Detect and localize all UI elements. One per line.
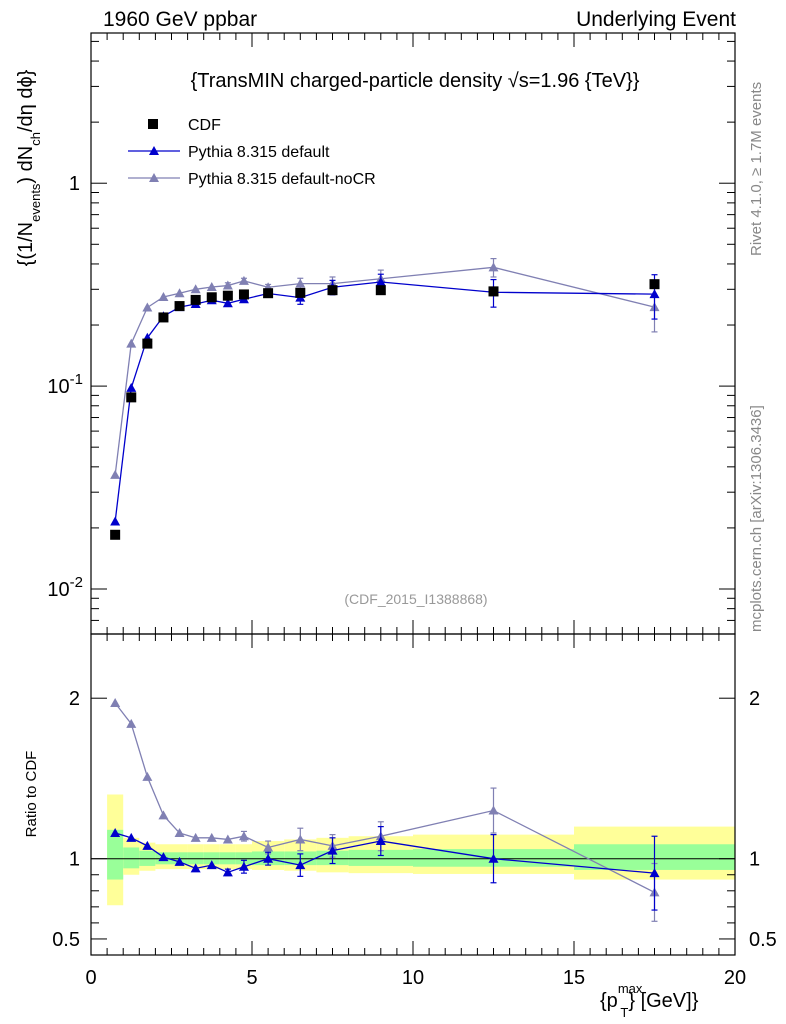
main-series-1-point [375,276,386,286]
ratio-y-tick-label: 0.5 [52,929,80,951]
x-tick-label: 0 [85,967,96,989]
main-series-0-point [142,338,153,349]
ratio-panel [91,698,735,922]
ratio-series-0-point [295,860,306,870]
main-series-2-point [190,284,201,294]
ratio-y-tick-label: 1 [69,849,80,871]
ratio-series-0-point [206,860,217,870]
ratio-series-0-point [488,853,499,863]
ratio-series-1-point [110,698,121,708]
ratio-y-axis-label: Ratio to CDF [23,751,40,838]
ratio-series-0-point [158,852,169,862]
panel-frames: 0 5 10 15 20 10-2 10-1 1 0.5 0.5 1 1 2 2 {TransMIN cha… [15,32,777,1020]
ratio-series-1-point [190,832,201,842]
main-series-0-point [222,290,233,301]
analysis-label: (CDF_2015_I1388868) [344,591,487,607]
main-series-0-point [295,287,306,298]
rivet-label: Rivet 4.1.0, ≥ 1.7M events [748,81,765,256]
legend-label-2: Pythia 8.315 default-noCR [188,171,376,188]
ratio-band-inner [123,847,140,869]
main-series-0-point [206,292,217,303]
main-series-0-point [174,301,185,312]
main-series-2-point [142,302,153,312]
legend-marker-1 [149,146,159,155]
ratio-series-1-point [295,834,306,844]
x-tick-label: 20 [724,967,746,989]
main-series-1-point [126,382,137,392]
y-tick-label: 10-1 [47,371,83,398]
main-series-2-point [158,291,169,301]
ratio-series-0-point [649,868,660,878]
main-series-1-point [110,516,121,526]
ratio-y-tick-label-right: 0.5 [749,929,777,951]
main-series-2-point [110,469,121,479]
main-series-2-point [206,281,217,291]
main-series-0-point [488,286,499,297]
header-right: Underlying Event [576,8,736,31]
header-left: 1960 GeV ppbar [103,8,258,31]
ratio-series-1-point [488,805,499,815]
main-series-2-point [126,338,137,348]
ratio-series-1-point [238,831,249,841]
ratio-series-1-point [142,771,153,781]
ratio-series-1-point [126,718,137,728]
x-axis-label: {pmax T} [GeV]} [600,981,699,1020]
legend-marker-2 [149,173,159,182]
ratio-series-0-point [110,828,121,838]
ratio-series-0-point [142,840,153,850]
main-panel [110,258,660,540]
ratio-frame [90,633,736,956]
ratio-series-1-point [174,828,185,838]
ratio-series-1-point [222,834,233,844]
ratio-series-0-point [375,836,386,846]
main-series-0-point [126,392,137,403]
main-series-1-point [649,289,660,299]
main-series-2-point [295,278,306,288]
legend-label-1: Pythia 8.315 default [188,144,330,161]
ratio-series-0-point [263,853,274,863]
ratio-series-0-point [222,867,233,877]
main-series-0-point [238,289,249,300]
ratio-series-0-point [327,845,338,855]
ratio-band-inner [107,829,124,880]
main-series-0-point [110,529,121,540]
main-series-0-point [649,279,660,290]
main-series-1-line [114,281,655,522]
ratio-y-tick-label-right: 2 [749,688,760,710]
ratio-series-1-point [263,842,274,852]
ratio-y-tick-label-right: 1 [749,849,760,871]
ratio-series-1-point [158,810,169,820]
main-series-2-point [238,275,249,285]
legend-label-0: CDF [188,117,221,134]
main-series-0-point [263,288,274,299]
main-series-2-point [222,280,233,290]
ratio-series-1-point [206,832,217,842]
main-series-2-point [174,288,185,298]
main-series-1-point [222,298,233,308]
ratio-series-0-point [190,863,201,873]
ratio-series-0-point [238,861,249,871]
ratio-band-inner [348,849,413,866]
y-tick-label: 10-2 [47,574,83,601]
main-series-0-point [375,285,386,296]
chart-title: {TransMIN charged-particle density √s=1.… [191,70,640,92]
legend-marker-cdf [148,119,158,129]
mcplots-label: mcplots.cern.ch [arXiv:1306.3436] [748,405,765,632]
x-tick-label: 10 [402,967,424,989]
main-series-0-point [327,285,338,296]
main-series-0-point [158,312,169,323]
x-tick-label: 15 [563,967,585,989]
ratio-series-0-point [126,832,137,842]
y-tick-label: 1 [69,173,80,195]
main-series-2-point [488,262,499,272]
main-series-0-point [190,294,201,305]
x-tick-label: 5 [246,967,257,989]
ratio-series-0-point [174,856,185,866]
y-axis-label: {(1/Nevents) dNch/dη dϕ} [15,69,43,266]
ratio-y-tick-label: 2 [69,688,80,710]
